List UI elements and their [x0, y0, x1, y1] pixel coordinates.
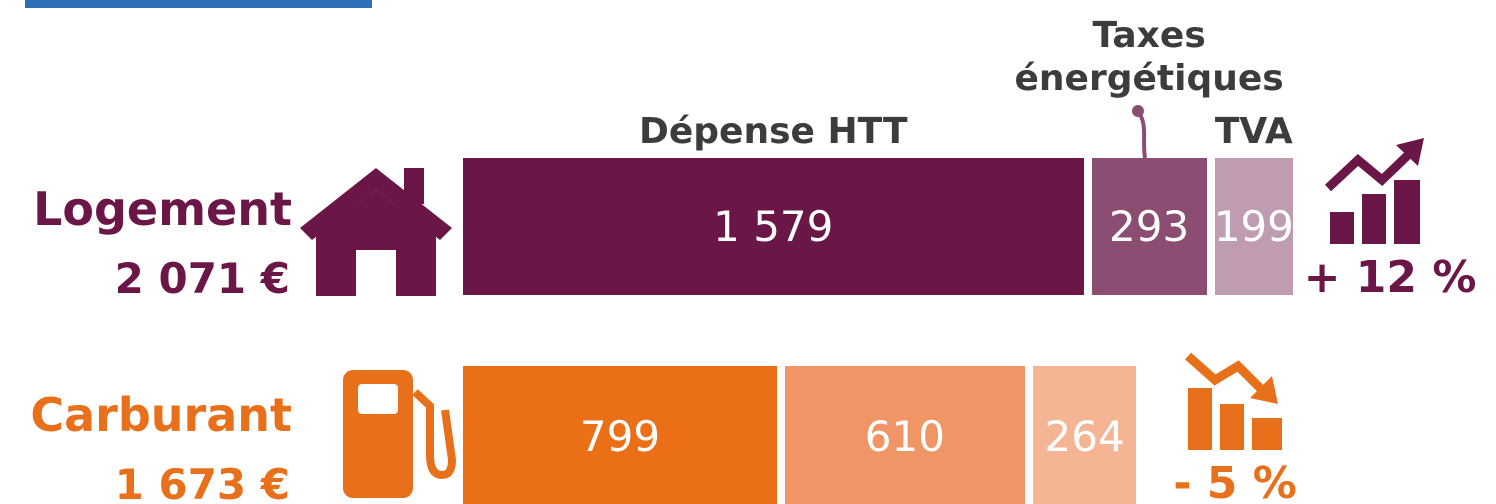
bar-segment: 199 [1213, 158, 1294, 295]
value-label: 1 579 [713, 202, 834, 251]
value-label: 610 [864, 411, 945, 461]
bar-segment: 264 [1032, 366, 1137, 504]
bar-segment: 293 [1091, 158, 1207, 295]
trend-down-icon [1185, 352, 1282, 450]
value-label: 293 [1109, 202, 1190, 251]
change-label: - 5 % [1173, 458, 1297, 504]
house-icon [300, 168, 452, 296]
pump-icon [343, 370, 457, 498]
total-label: 1 673 € [114, 460, 290, 504]
series-label: Dépense HTT [638, 111, 908, 152]
bar-segment: 610 [785, 366, 1025, 504]
series-label: TVA [1214, 111, 1293, 152]
trend-up-icon [1324, 138, 1424, 244]
header-fragment [25, 0, 372, 8]
series-label: Taxes énergétiques [1014, 15, 1284, 99]
value-label: 799 [579, 411, 661, 461]
category-label: Logement [33, 182, 292, 236]
total-label: 2 071 € [114, 254, 290, 303]
category-label: Carburant [30, 388, 292, 442]
bar-segment: 1 579 [463, 158, 1084, 295]
annotation-line [1136, 109, 1147, 159]
bar-segment: 799 [463, 366, 777, 504]
value-label: 199 [1213, 202, 1294, 251]
value-label: 264 [1044, 411, 1125, 461]
change-label: + 12 % [1303, 252, 1477, 303]
